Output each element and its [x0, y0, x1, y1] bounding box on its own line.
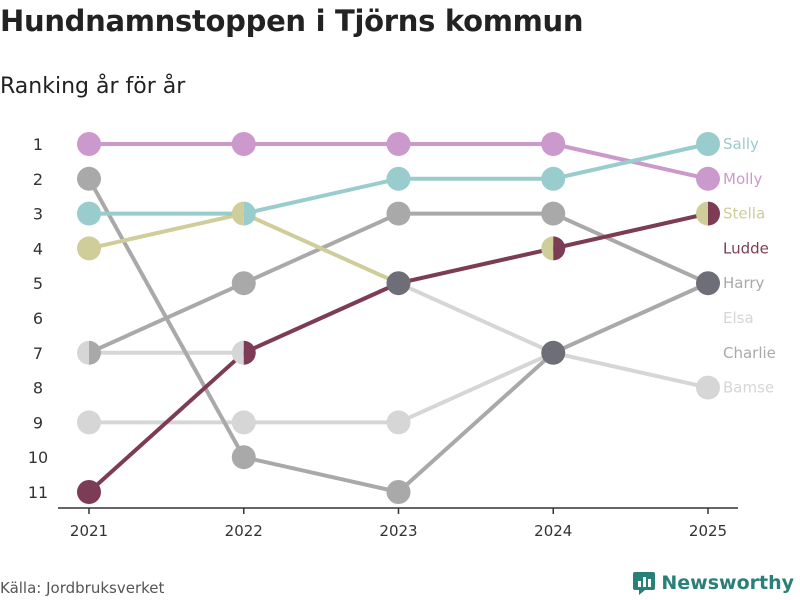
series-label-bamse: Bamse: [723, 379, 774, 397]
data-point-stella: [696, 201, 708, 226]
y-tick-label: 1: [33, 135, 43, 154]
data-point-ludde: [553, 236, 566, 261]
data-point-elsa: [231, 340, 244, 365]
data-point-ludde: [708, 201, 720, 226]
data-point-stella: [541, 236, 554, 261]
data-point-charlie: [386, 480, 411, 504]
data-point-sally: [696, 132, 720, 156]
data-point-ludde: [243, 340, 256, 365]
y-tick-label: 7: [33, 344, 43, 363]
data-point-tie: [386, 271, 411, 296]
series-label-molly: Molly: [723, 170, 762, 188]
data-point-molly: [386, 132, 411, 156]
data-point-tie: [541, 340, 566, 365]
y-tick-label: 8: [33, 379, 43, 398]
y-tick-label: 10: [28, 448, 48, 467]
data-point-bamse: [77, 410, 101, 435]
y-tick-label: 6: [33, 309, 43, 328]
chart-subtitle: Ranking år för år: [0, 74, 186, 99]
series-label-elsa: Elsa: [723, 309, 754, 327]
y-tick-label: 11: [28, 483, 48, 502]
data-point-harry: [386, 201, 411, 226]
data-point-harry: [541, 201, 566, 226]
x-tick-label: 2021: [70, 522, 108, 540]
data-point-tie: [696, 271, 720, 296]
data-point-sally: [77, 201, 101, 226]
data-point-stella: [231, 201, 244, 226]
y-tick-label: 3: [33, 205, 43, 224]
y-tick-label: 2: [33, 170, 43, 189]
data-point-harry: [231, 271, 256, 296]
data-point-molly: [541, 132, 566, 156]
data-point-molly: [696, 166, 720, 191]
series-label-harry: Harry: [723, 274, 765, 292]
data-point-bamse: [386, 410, 411, 435]
series-label-stella: Stella: [723, 205, 765, 223]
data-point-sally: [386, 166, 411, 191]
brand-name: Newsworthy: [661, 572, 794, 594]
y-tick-label: 5: [33, 274, 43, 293]
data-point-ludde: [77, 480, 101, 504]
source-note: Källa: Jordbruksverket: [0, 579, 165, 597]
series-label-sally: Sally: [723, 135, 759, 153]
data-point-bamse: [231, 410, 256, 435]
y-tick-label: 4: [33, 239, 43, 258]
x-tick-label: 2023: [379, 522, 417, 540]
series-label-ludde: Ludde: [723, 239, 769, 257]
chart-title: Hundnamnstoppen i Tjörns kommun: [0, 4, 584, 38]
x-tick-label: 2022: [225, 522, 263, 540]
data-point-bamse: [696, 375, 720, 400]
data-point-stella: [77, 236, 101, 261]
data-point-harry: [89, 340, 101, 365]
data-point-charlie: [77, 166, 101, 191]
data-point-elsa: [77, 340, 89, 365]
data-point-sally: [541, 166, 566, 191]
brand-logo: Newsworthy: [633, 570, 794, 596]
data-point-molly: [77, 132, 101, 156]
data-point-molly: [231, 132, 256, 156]
y-tick-label: 9: [33, 413, 43, 432]
newsworthy-icon: [633, 572, 656, 595]
series-label-charlie: Charlie: [723, 344, 776, 362]
data-point-sally: [243, 201, 256, 226]
x-tick-label: 2025: [689, 522, 727, 540]
x-tick-label: 2024: [534, 522, 572, 540]
data-point-charlie: [231, 445, 256, 470]
